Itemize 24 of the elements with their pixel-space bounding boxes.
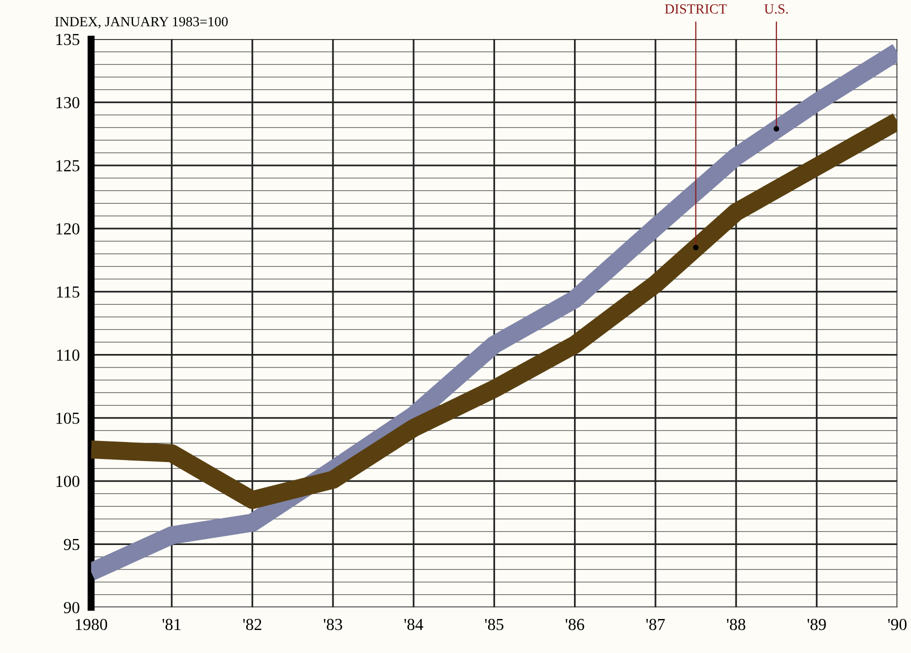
x-tick-label: '81 [162,618,181,630]
y-tick-label: 130 [56,97,80,108]
y-tick-label: 100 [56,476,80,487]
x-tick-label: '84 [404,618,424,630]
annotation: U.S. [764,4,788,14]
y-tick-label: 115 [57,286,80,298]
x-tick-label: '89 [808,618,826,630]
x-tick-label: '90 [888,618,907,630]
x-tick-label: '83 [324,618,342,630]
y-tick-label: 105 [56,412,80,424]
y-tick-label: 95 [64,538,80,550]
x-tick-label: '88 [726,618,746,630]
x-tick-label: '82 [243,618,262,630]
y-tick-label: 120 [56,223,80,234]
y-axis-title: INDEX, JANUARY 1983=100 [55,16,228,28]
x-tick-label: 1980 [76,618,108,630]
x-tick-label: '87 [646,618,665,630]
y-tick-label: 110 [57,349,80,361]
annotation: DISTRICT [664,4,727,14]
y-tick-label: 125 [56,160,80,172]
y-tick-label: 90 [64,602,80,614]
x-tick-label: '86 [566,618,584,630]
x-tick-label: '85 [485,618,504,630]
y-tick-label: 135 [56,34,80,46]
